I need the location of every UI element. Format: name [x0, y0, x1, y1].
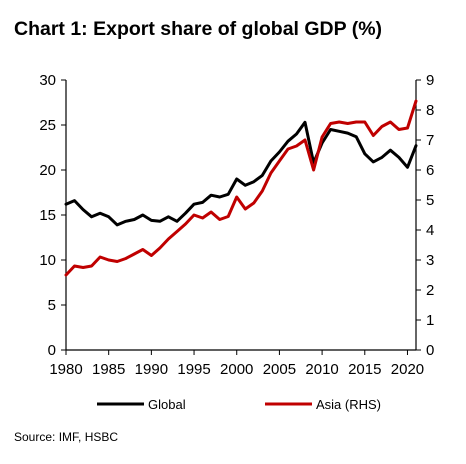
chart-title: Chart 1: Export share of global GDP (%): [14, 18, 383, 40]
chart-axes: 0 5 10 15 20 25 30 0 1 2 3 4 5 6 7 8 9 1980 1985 1990 1995 20…: [39, 72, 434, 378]
x-tick-label: 1980: [49, 361, 82, 378]
x-tick-label: 1995: [177, 361, 210, 378]
x-tick-label: 1985: [92, 361, 125, 378]
x-tick-label: 2000: [220, 361, 253, 378]
x-tick-label: 2005: [263, 361, 296, 378]
right-tick-label: 3: [426, 252, 434, 269]
chart-series: [64, 99, 418, 277]
right-tick-label: 2: [426, 282, 434, 299]
right-tick-label: 9: [426, 72, 434, 89]
right-tick-label: 5: [426, 192, 434, 209]
left-tick-label: 15: [39, 207, 56, 224]
right-tick-label: 1: [426, 312, 434, 329]
right-tick-label: 7: [426, 132, 434, 149]
right-tick-label: 8: [426, 102, 434, 119]
series-line-asia-rhs: [64, 99, 418, 277]
right-tick-label: 0: [426, 342, 434, 359]
right-tick-label: 6: [426, 162, 434, 179]
x-tick-label: 2010: [305, 361, 338, 378]
chart-legend: Global Asia (RHS): [97, 397, 381, 412]
x-tick-label: 1990: [135, 361, 168, 378]
source-note: Source: IMF, HSBC: [14, 430, 119, 444]
legend-label: Global: [148, 397, 186, 412]
x-tick-label: 2015: [348, 361, 381, 378]
left-tick-label: 0: [48, 342, 56, 359]
left-tick-label: 5: [48, 297, 56, 314]
legend-label: Asia (RHS): [316, 397, 381, 412]
left-tick-label: 25: [39, 117, 56, 134]
right-tick-label: 4: [426, 222, 434, 239]
left-tick-label: 10: [39, 252, 56, 269]
left-tick-label: 30: [39, 72, 56, 89]
x-tick-label: 2020: [391, 361, 424, 378]
series-line-global: [64, 120, 418, 227]
left-tick-label: 20: [39, 162, 56, 179]
